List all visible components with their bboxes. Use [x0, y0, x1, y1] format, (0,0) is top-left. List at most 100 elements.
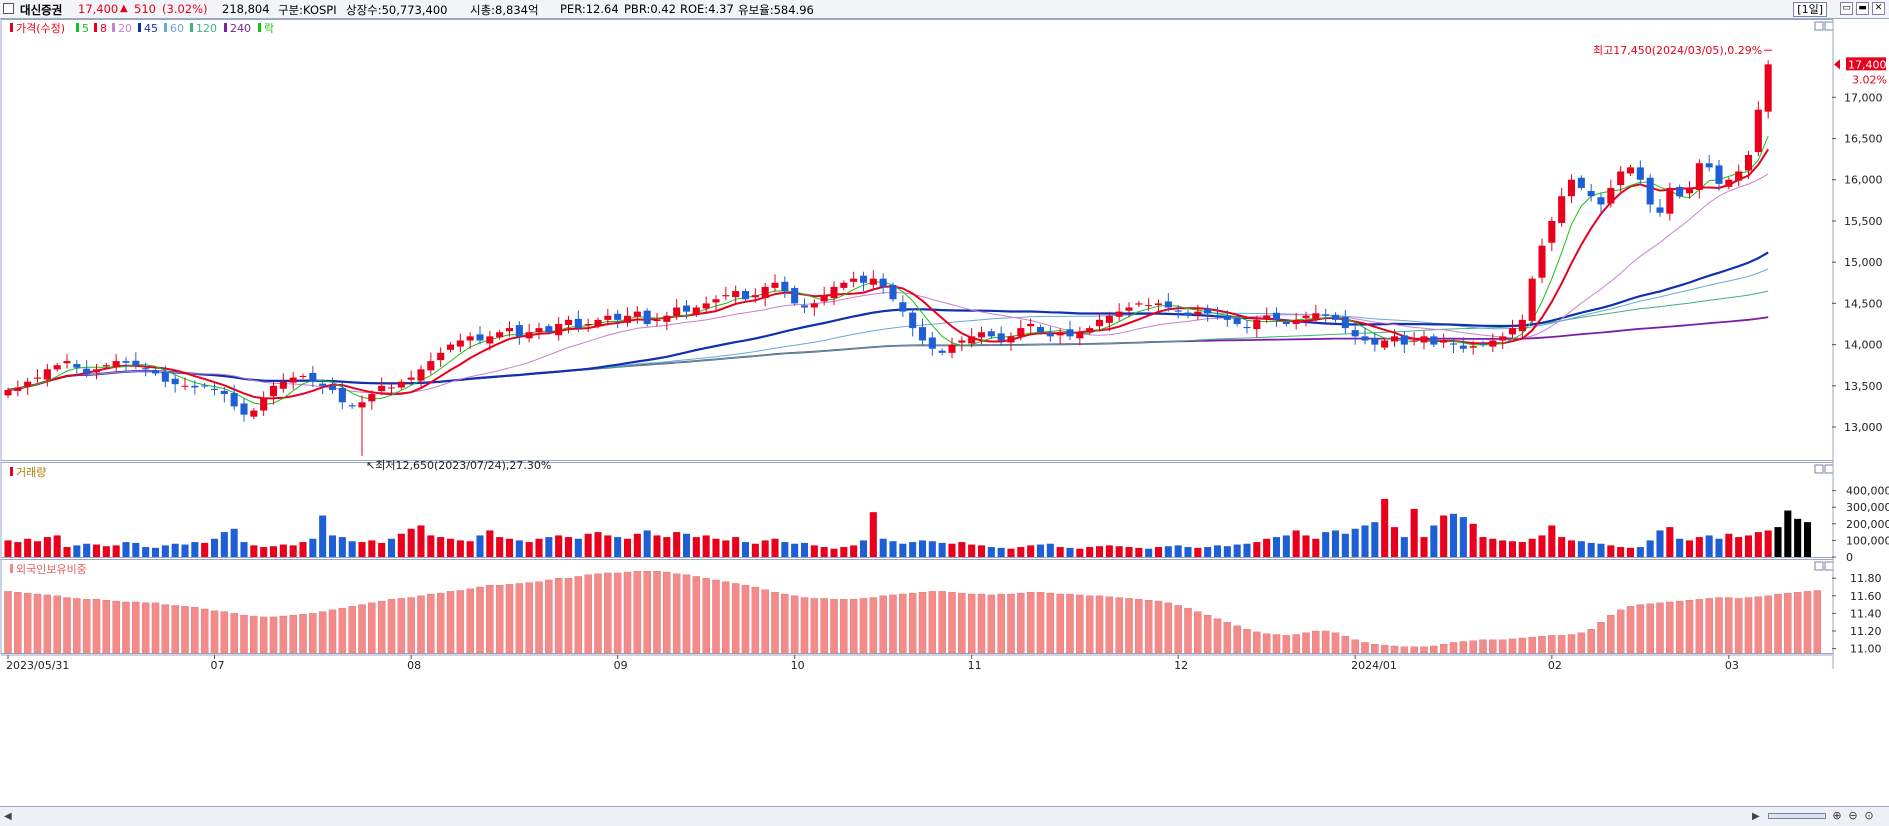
foreign-bar [1587, 629, 1595, 654]
volume-bar [1056, 547, 1064, 557]
stock-chart[interactable]: 최고17,450(2024/03/05),0.29% ↖최저12,650(2023… [0, 19, 1889, 806]
foreign-bar [1154, 600, 1163, 654]
zoom-out-icon[interactable]: ⊖ [1848, 809, 1858, 822]
candle [968, 336, 976, 344]
volume-bar [1420, 537, 1428, 557]
candle [1322, 314, 1330, 316]
volume-bar [702, 535, 710, 557]
foreign-bar [1026, 592, 1035, 654]
volume-bar [456, 540, 464, 557]
volume-bar [1243, 543, 1251, 557]
volume-bar [1558, 537, 1566, 557]
volume-bar [781, 542, 789, 557]
volume-bar [1017, 547, 1025, 557]
foreign-bar [1607, 614, 1615, 654]
foreign-bar [387, 599, 396, 654]
candle [732, 291, 740, 298]
candle [1184, 312, 1192, 316]
foreign-bar [899, 593, 907, 654]
candle [466, 336, 474, 341]
volume-bar [1440, 515, 1448, 557]
candle [1312, 313, 1320, 319]
foreign-bar [1469, 640, 1477, 654]
foreign-bar [604, 572, 612, 654]
foreign-bar [1567, 634, 1576, 654]
volume-bar [1145, 548, 1153, 557]
candle [889, 284, 897, 300]
volume-bar [1066, 547, 1074, 557]
foreign-bar [417, 595, 425, 654]
volume-bar [122, 542, 130, 557]
foreign-bar [1813, 590, 1822, 654]
candle [623, 315, 632, 323]
date-tick-label: 12 [1174, 659, 1188, 672]
volume-bar [397, 533, 405, 557]
close-icon[interactable]: ✕ [1872, 2, 1885, 15]
foreign-bar [692, 576, 701, 654]
volume-bar [1046, 543, 1054, 557]
ma45-line [7, 251, 1769, 391]
foreign-bar [1784, 592, 1792, 654]
volume-bar [1784, 510, 1792, 557]
last-price-label: 17,400 [1848, 58, 1887, 71]
foreign-bar [1725, 597, 1733, 654]
foreign-bar [1715, 597, 1723, 654]
period-selector[interactable]: [1일] [1793, 2, 1827, 17]
foreign-bar [908, 592, 917, 654]
price-tick-label: 13,000 [1844, 421, 1883, 434]
restore-icon[interactable]: ▭ [1840, 2, 1853, 15]
foreign-bar [1262, 633, 1271, 654]
candle [515, 325, 523, 337]
scroll-left-icon[interactable]: ◀ [4, 811, 12, 822]
foreign-bar [1675, 600, 1684, 654]
volume-bar [210, 538, 219, 557]
candle [850, 278, 858, 282]
candle [1056, 332, 1064, 336]
foreign-bar [1331, 632, 1340, 654]
foreign-bar [722, 581, 730, 654]
candle [496, 332, 504, 338]
volume-bar [73, 545, 81, 557]
scroll-right-icon[interactable]: ▶ [1752, 811, 1760, 822]
foreign-bar [1361, 642, 1369, 654]
foreign-bar [1371, 644, 1379, 654]
candle [1036, 326, 1045, 333]
volume-bar [604, 535, 612, 557]
candle [614, 313, 622, 320]
candle [132, 360, 140, 366]
candle [1528, 278, 1536, 321]
candle [53, 365, 61, 370]
foreign-bar [1666, 601, 1674, 654]
candle [358, 402, 366, 408]
volume-bar [1154, 547, 1163, 557]
ma240-line [7, 316, 1769, 391]
candle [1508, 328, 1517, 335]
foreign-bar [220, 611, 229, 654]
volume-bar [1587, 542, 1595, 557]
volume-bar [1263, 538, 1271, 557]
minimize-icon[interactable]: ▬ [1856, 2, 1869, 15]
zoom-in-icon[interactable]: ⊕ [1832, 809, 1842, 822]
volume-bar [850, 545, 858, 557]
volume-bar [1095, 546, 1104, 557]
volume-bar [112, 545, 120, 557]
volume-tick-label: 100,000 [1846, 534, 1889, 547]
candle [338, 387, 346, 403]
select-checkbox[interactable] [3, 3, 14, 14]
zoom-fit-icon[interactable]: ⊙ [1864, 809, 1874, 822]
candle [840, 282, 848, 288]
volume-bar [918, 540, 927, 557]
candle [1105, 315, 1113, 323]
candle [1440, 340, 1448, 343]
scroll-bar[interactable]: ◀ ▶ ⊕ ⊖ ⊙ [0, 806, 1889, 826]
foreign-bar [191, 607, 199, 654]
legend-swatch [224, 23, 227, 32]
foreign-bar [1449, 642, 1458, 654]
foreign-bar [849, 599, 858, 654]
zoom-slider[interactable] [1768, 813, 1826, 819]
candle [427, 361, 435, 371]
volume-bar [1764, 530, 1772, 557]
candle [456, 340, 464, 347]
foreign-bar [535, 581, 543, 654]
foreign-bar [1420, 646, 1428, 654]
